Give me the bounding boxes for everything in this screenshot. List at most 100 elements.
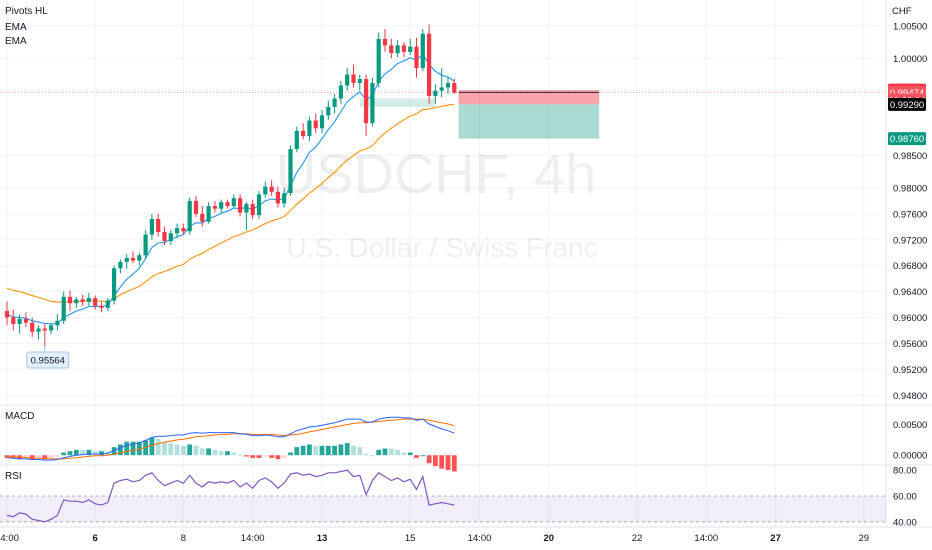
price-tick-label: 0.94800 bbox=[893, 391, 927, 402]
candle bbox=[212, 200, 217, 213]
time-tick-label: 14:00 bbox=[694, 533, 718, 544]
macd-histogram-bar bbox=[212, 449, 218, 456]
macd-signal-line bbox=[6, 418, 455, 460]
macd-histogram-bar bbox=[92, 451, 98, 456]
macd-histogram-bar bbox=[48, 455, 54, 458]
candle-body bbox=[433, 90, 438, 96]
candle bbox=[149, 213, 154, 240]
candle bbox=[112, 265, 117, 305]
macd-histogram-bar bbox=[262, 455, 268, 457]
macd-histogram-bar bbox=[149, 437, 155, 456]
candle-body bbox=[11, 317, 16, 324]
candle bbox=[408, 38, 413, 56]
candle-body bbox=[401, 45, 406, 52]
candle-body bbox=[382, 38, 388, 46]
macd-histogram-bar bbox=[269, 455, 274, 458]
macd-histogram-bar bbox=[111, 447, 117, 456]
time-tick-label: 13 bbox=[317, 533, 328, 544]
candle-body bbox=[42, 328, 47, 331]
time-tick-label: 20 bbox=[544, 533, 555, 544]
macd-histogram-bar bbox=[275, 455, 281, 460]
macd-histogram-bar bbox=[363, 453, 369, 456]
macd-pane: 0.00500 0.00000 bbox=[4, 416, 927, 472]
rsi-title[interactable]: RSI bbox=[5, 471, 22, 482]
candle-body bbox=[301, 130, 306, 137]
legend-ema-1[interactable]: EMA bbox=[5, 22, 27, 33]
candle-body bbox=[212, 206, 217, 209]
candle-body bbox=[219, 202, 224, 209]
candle-body bbox=[149, 219, 154, 235]
price-tick-label: 0.96400 bbox=[893, 287, 927, 298]
candle-body bbox=[364, 79, 369, 124]
macd-histogram-bar bbox=[218, 451, 224, 456]
candle-body bbox=[427, 33, 432, 96]
watermark-name: U.S. Dollar / Swiss Franc bbox=[286, 232, 597, 263]
candle-body bbox=[288, 149, 293, 194]
price-tag: 0.99474 bbox=[890, 88, 924, 99]
candle bbox=[414, 37, 419, 78]
candle-body bbox=[282, 193, 287, 204]
time-tick-label: 29 bbox=[859, 533, 870, 544]
candle-body bbox=[193, 200, 199, 214]
candle bbox=[351, 64, 356, 88]
price-tag: 0.99290 bbox=[890, 100, 924, 111]
time-tick-label: 22 bbox=[632, 533, 643, 544]
candle bbox=[4, 301, 10, 326]
macd-histogram-bar bbox=[130, 441, 136, 456]
macd-histogram-bar bbox=[357, 447, 363, 456]
candle bbox=[364, 74, 369, 137]
price-axis[interactable]: 1.00500 1.00000 0.98500 0.98000 0.97600 0.972… bbox=[893, 21, 927, 401]
candle bbox=[301, 123, 306, 140]
macd-histogram-bar bbox=[42, 455, 48, 460]
macd-histogram-bar bbox=[199, 448, 205, 456]
candle-body bbox=[80, 299, 85, 302]
price-tick-label: 1.00500 bbox=[893, 21, 927, 32]
macd-histogram-bar bbox=[351, 445, 356, 456]
rsi-tick-label: 80.00 bbox=[893, 466, 917, 477]
candle-body bbox=[408, 46, 413, 52]
price-tick-label: 0.96000 bbox=[893, 313, 927, 324]
candle-body bbox=[395, 45, 400, 54]
candle-body bbox=[376, 38, 381, 83]
candle bbox=[263, 181, 268, 198]
price-tick-label: 0.95600 bbox=[893, 339, 927, 350]
candle-body bbox=[269, 186, 274, 192]
macd-histogram-bar bbox=[325, 445, 331, 456]
main-legend[interactable]: Pivots HL EMA EMA bbox=[5, 6, 48, 47]
candle bbox=[439, 68, 444, 98]
rsi-line bbox=[6, 469, 455, 523]
macd-histogram-bar bbox=[344, 443, 350, 456]
macd-histogram-bar bbox=[433, 455, 438, 466]
candle-body bbox=[439, 87, 444, 91]
rsi-pane: 80.00 60.00 40.00 bbox=[0, 466, 917, 528]
candle bbox=[168, 230, 173, 245]
macd-histogram-bar bbox=[307, 444, 312, 456]
candle-body bbox=[206, 206, 211, 222]
candle-body bbox=[231, 198, 236, 207]
candle-body bbox=[357, 79, 362, 83]
macd-histogram-bar bbox=[187, 444, 193, 456]
candle-body bbox=[17, 318, 22, 324]
candle-body bbox=[256, 194, 262, 216]
macd-histogram-bar bbox=[338, 444, 344, 456]
time-axis[interactable]: 14:00 6 8 14:00 13 15 14:00 20 22 14:00 27 29 bbox=[0, 533, 869, 544]
macd-histogram-bar bbox=[451, 455, 457, 472]
price-tick-label: 0.96800 bbox=[893, 261, 927, 272]
candle-body bbox=[124, 257, 129, 262]
macd-line bbox=[6, 416, 455, 461]
macd-histogram-bar bbox=[370, 455, 375, 457]
candle-body bbox=[74, 299, 79, 304]
candle-body bbox=[137, 255, 142, 261]
candle-body bbox=[313, 120, 318, 129]
legend-pivots-hl[interactable]: Pivots HL bbox=[5, 6, 48, 17]
candle-body bbox=[93, 298, 98, 306]
macd-histogram-bar bbox=[319, 445, 325, 456]
legend-ema-2[interactable]: EMA bbox=[5, 36, 27, 47]
macd-title[interactable]: MACD bbox=[5, 411, 34, 422]
candle-body bbox=[36, 328, 41, 332]
position-box[interactable] bbox=[0, 90, 886, 139]
candle bbox=[275, 186, 280, 208]
candle-body bbox=[452, 82, 457, 93]
price-tag: 0.98760 bbox=[890, 134, 924, 145]
